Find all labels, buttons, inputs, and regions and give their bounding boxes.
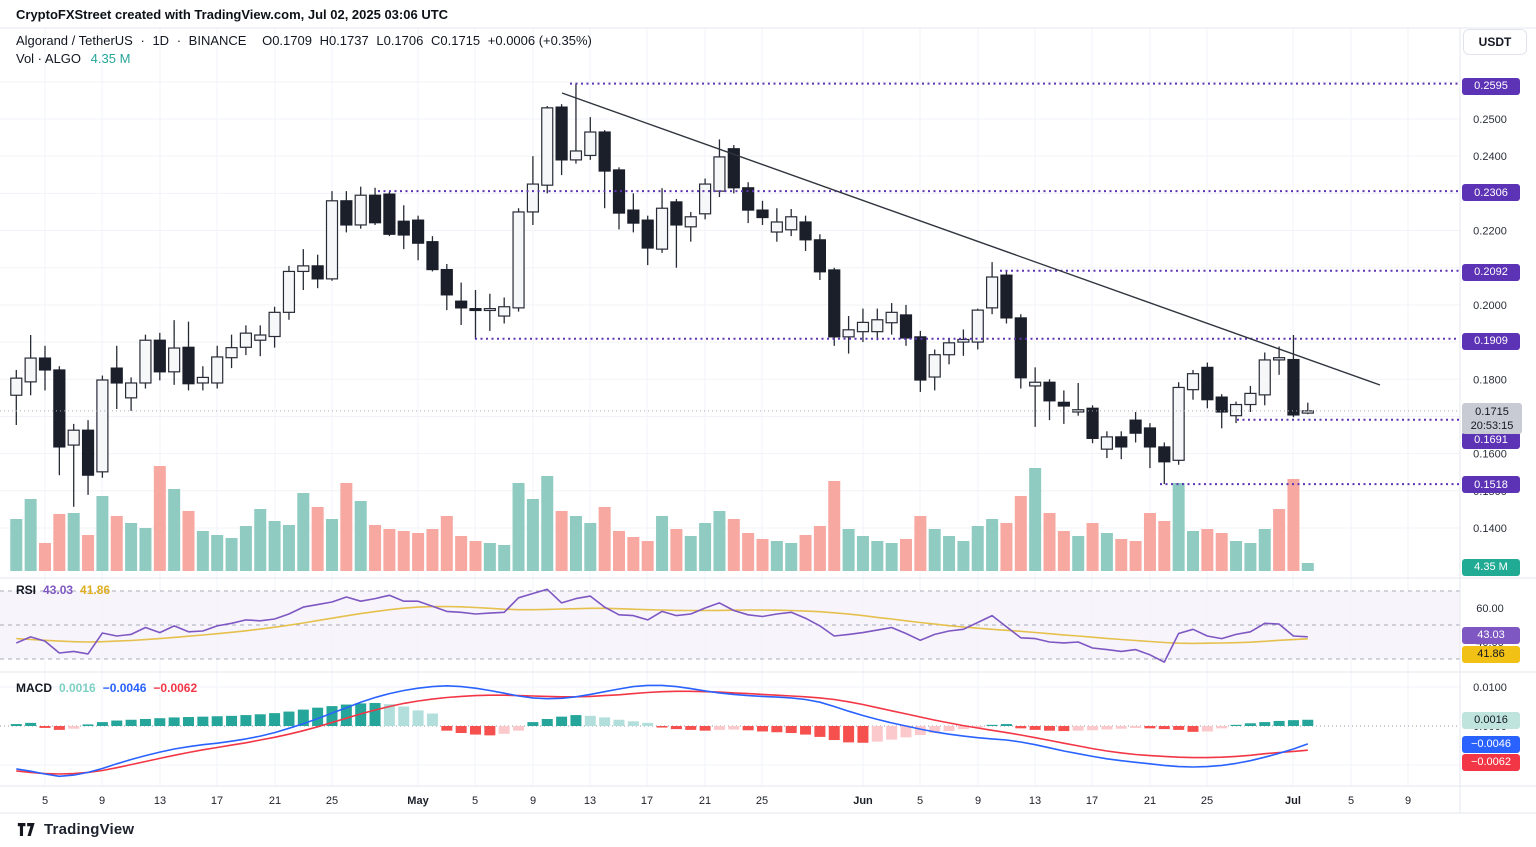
tradingview-brand-text: TradingView — [44, 821, 135, 838]
svg-text:21: 21 — [699, 795, 711, 807]
ohlc-close: C0.1715 — [430, 33, 481, 48]
ohlc-high: H0.1737 — [319, 33, 369, 48]
separator: · — [140, 33, 145, 48]
svg-text:5: 5 — [472, 795, 478, 807]
macd-signal-line — [16, 690, 1308, 775]
svg-text:9: 9 — [1405, 795, 1411, 807]
rsi-label: RSI — [16, 583, 37, 597]
ohlc-change: +0.0006 (+0.35%) — [487, 33, 592, 48]
svg-text:25: 25 — [1201, 795, 1213, 807]
level-badge-02595: 0.2595 — [1462, 77, 1520, 95]
volume-badge: 4.35 M — [1462, 558, 1520, 576]
svg-text:Jun: Jun — [853, 795, 873, 807]
level-badge-01691: 0.1691 — [1462, 431, 1520, 449]
svg-text:17: 17 — [641, 795, 653, 807]
level-badge-01518: 0.1518 — [1462, 476, 1520, 493]
svg-text:0.2400: 0.2400 — [1473, 151, 1507, 163]
ohlc-open: O0.1709 — [262, 33, 312, 48]
price-level-lines — [0, 82, 1460, 486]
svg-text:60.00: 60.00 — [1476, 603, 1504, 615]
candle-countdown: 20:53:15 — [1470, 419, 1514, 432]
gridlines — [0, 28, 1460, 786]
volume-legend: Vol · ALGO 4.35 M — [16, 51, 130, 66]
svg-text:0.2500: 0.2500 — [1473, 114, 1507, 126]
svg-text:9: 9 — [530, 795, 536, 807]
macd-hist-value: 0.0016 — [59, 681, 96, 695]
separator: · — [176, 33, 182, 48]
symbol-name: Algorand / TetherUS — [16, 33, 133, 48]
macd-value: −0.0046 — [102, 681, 147, 695]
svg-text:5: 5 — [1348, 795, 1354, 807]
macd-hist-badge: 0.0016 — [1462, 711, 1520, 729]
svg-text:17: 17 — [1086, 795, 1098, 807]
macd-legend: MACD 0.0016 −0.0046 −0.0062 — [16, 681, 197, 695]
level-badge-01909: 0.1909 — [1462, 332, 1520, 350]
macd-signal-value: −0.0062 — [153, 681, 198, 695]
svg-text:0.1400: 0.1400 — [1473, 523, 1507, 535]
svg-text:5: 5 — [917, 795, 923, 807]
svg-text:0.1600: 0.1600 — [1473, 449, 1507, 461]
svg-text:0.1800: 0.1800 — [1473, 374, 1507, 386]
svg-text:17: 17 — [211, 795, 223, 807]
currency-toggle-button[interactable]: USDT — [1463, 29, 1527, 55]
current-price-value: 0.1715 — [1475, 405, 1509, 418]
svg-text:May: May — [407, 795, 429, 807]
rsi-badge: 43.03 — [1462, 626, 1520, 644]
svg-text:13: 13 — [154, 795, 166, 807]
rsi-ma-value: 41.86 — [80, 583, 111, 597]
svg-text:21: 21 — [1144, 795, 1156, 807]
macd-histogram — [10, 702, 1314, 743]
svg-text:21: 21 — [269, 795, 281, 807]
svg-text:13: 13 — [584, 795, 596, 807]
svg-text:0.2200: 0.2200 — [1473, 226, 1507, 238]
svg-text:25: 25 — [756, 795, 768, 807]
level-badge-02092: 0.2092 — [1462, 263, 1520, 281]
tradingview-logo-icon — [17, 823, 35, 836]
tradingview-logo[interactable]: TradingView — [16, 821, 134, 838]
volume-label: Vol · ALGO — [16, 51, 82, 66]
macd-label: MACD — [16, 681, 52, 695]
volume-bars — [10, 466, 1314, 571]
timeframe-label: 1D — [152, 33, 170, 48]
ohlc-low: L0.1706 — [376, 33, 424, 48]
rsi-ma-badge: 41.86 — [1462, 645, 1520, 663]
macd-signal-badge: −0.0062 — [1462, 753, 1520, 771]
svg-text:Jul: Jul — [1285, 795, 1301, 807]
macd-line — [16, 684, 1309, 778]
exchange-label: BINANCE — [188, 33, 247, 48]
svg-text:5: 5 — [42, 795, 48, 807]
rsi-line — [15, 588, 1308, 663]
rsi-ma-line — [16, 605, 1308, 645]
level-badge-02306: 0.2306 — [1462, 184, 1520, 201]
candles — [10, 83, 1314, 507]
descending-trendline — [561, 92, 1381, 386]
svg-text:25: 25 — [326, 795, 338, 807]
rsi-legend: RSI 43.03 41.86 — [16, 583, 110, 597]
volume-value: 4.35 M — [90, 51, 131, 66]
svg-text:0.0100: 0.0100 — [1473, 682, 1507, 694]
symbol-legend: Algorand / TetherUS · 1D · BINANCE O0.17… — [16, 33, 596, 48]
byline-text: CryptoFXStreet created with TradingView.… — [16, 7, 449, 22]
time-axis[interactable]: 5 9 13 17 21 25 May 5 9 13 17 21 25 Jun 5 9 13 17 21 25 Jul 5… — [42, 795, 1411, 807]
svg-text:9: 9 — [99, 795, 105, 807]
macd-line-badge: −0.0046 — [1462, 735, 1520, 753]
svg-text:9: 9 — [975, 795, 981, 807]
svg-text:13: 13 — [1029, 795, 1041, 807]
svg-text:0.2000: 0.2000 — [1473, 300, 1507, 312]
current-price-badge: 0.1715 20:53:15 — [1462, 403, 1522, 434]
rsi-value: 43.03 — [43, 583, 74, 597]
